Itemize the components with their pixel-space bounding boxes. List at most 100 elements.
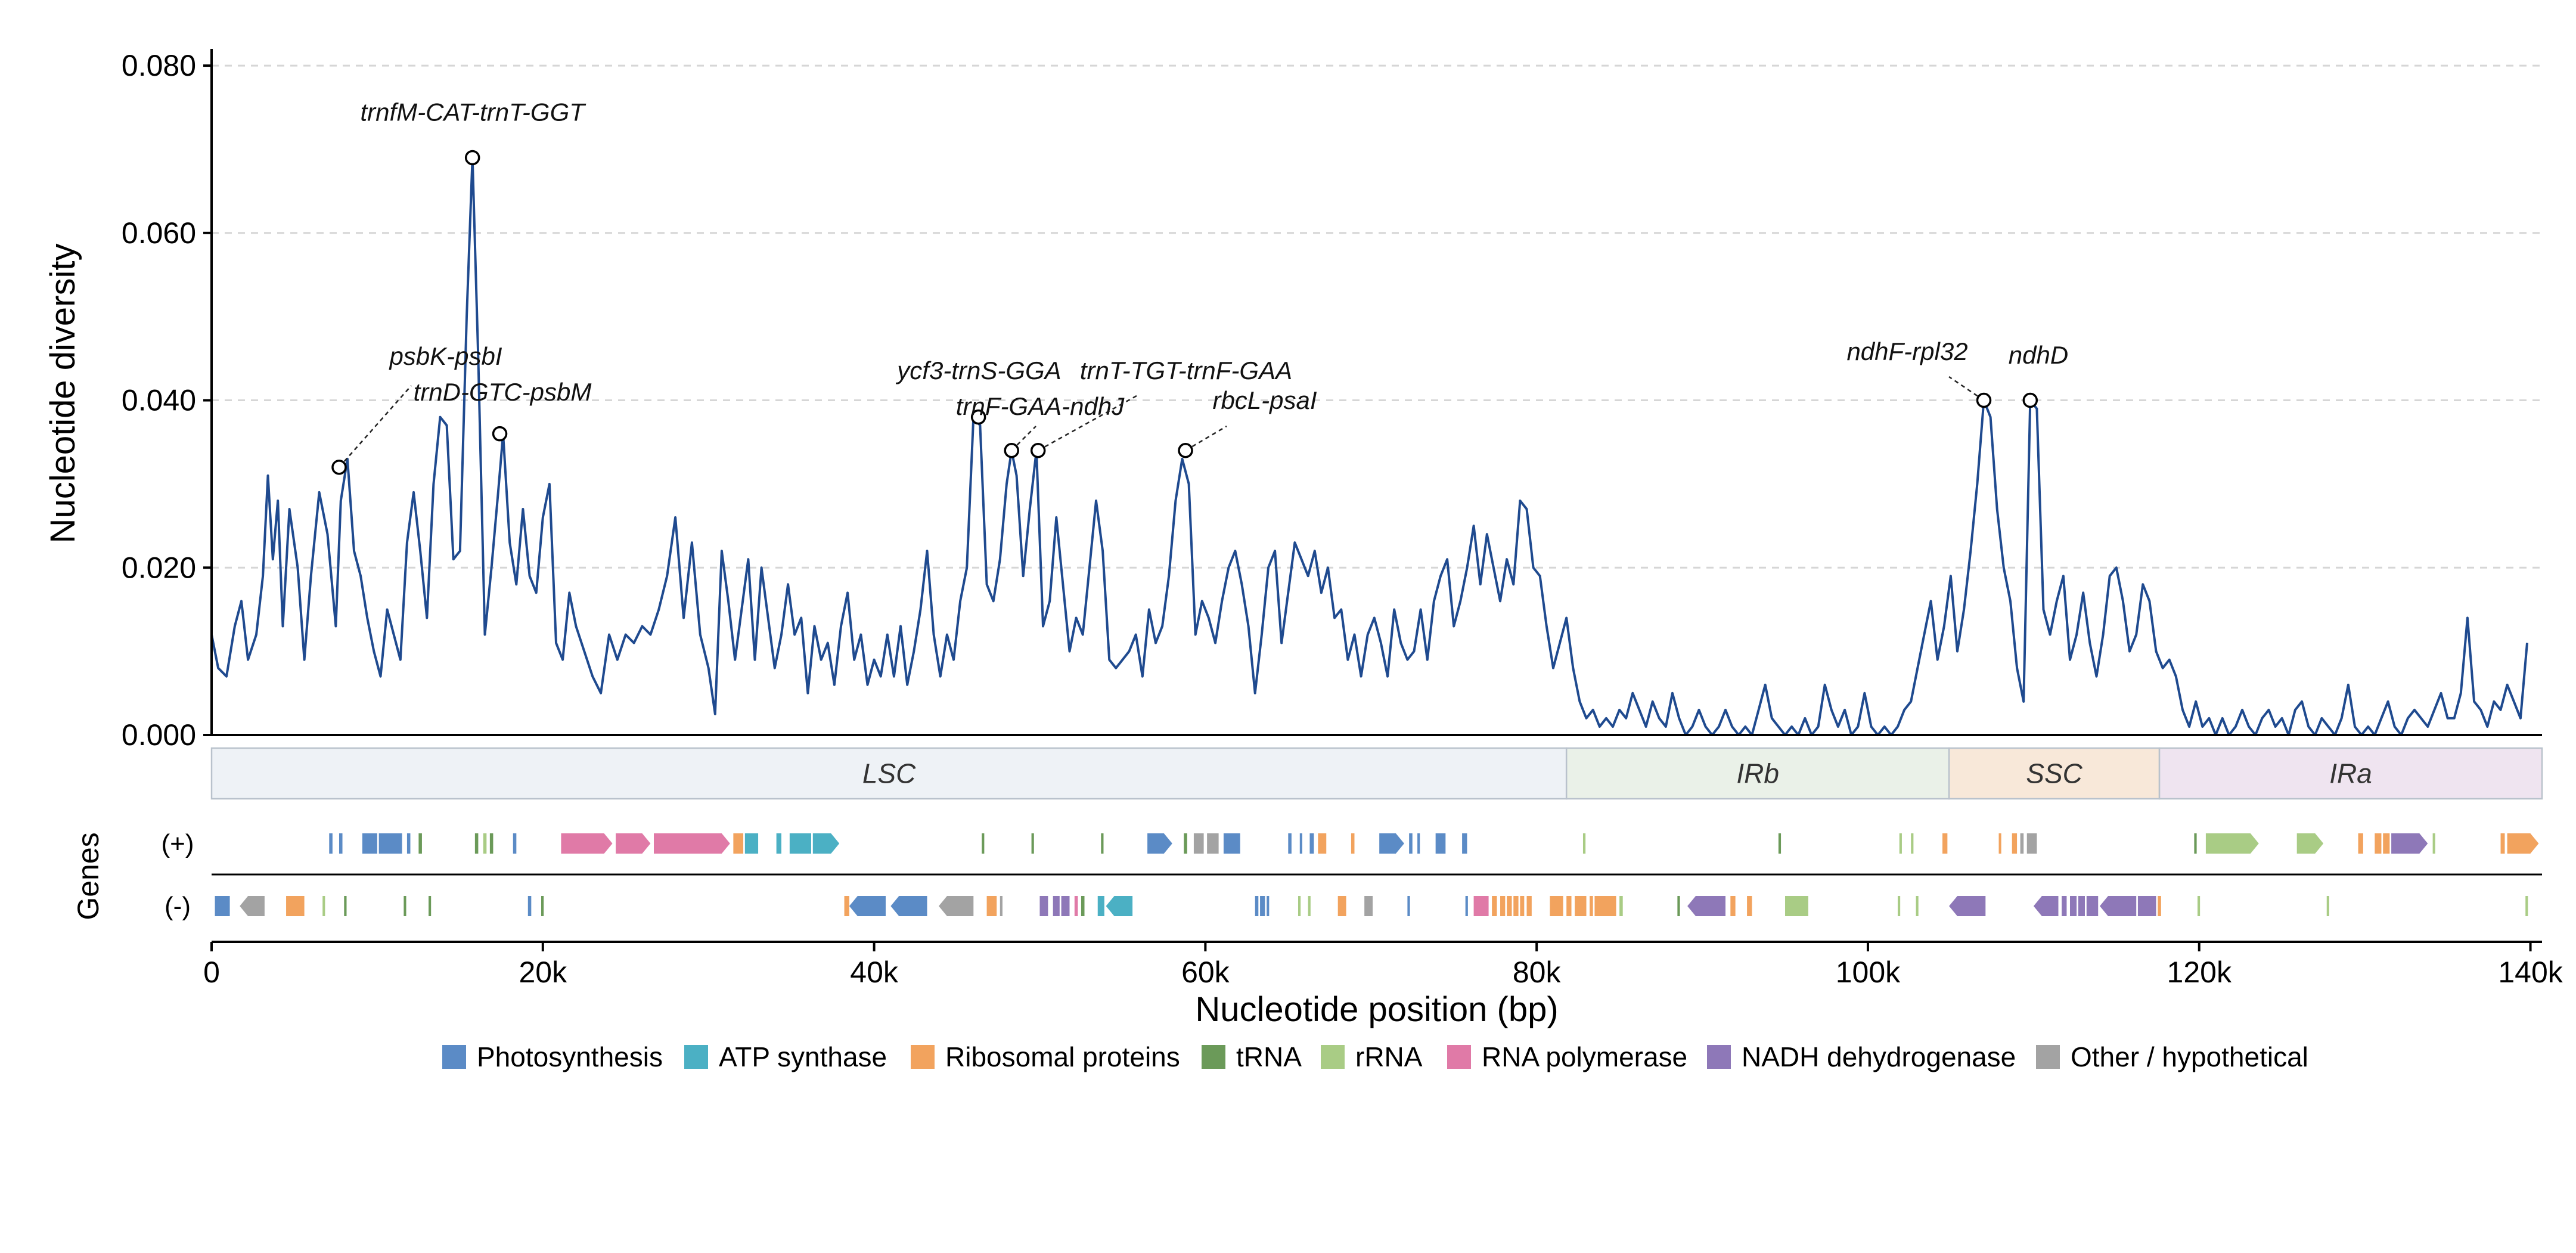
gene-minus	[1500, 896, 1506, 916]
gene-minus	[1039, 896, 1048, 916]
gene-minus	[1465, 896, 1468, 916]
gene-plus	[1309, 833, 1314, 854]
legend-label: rRNA	[1355, 1041, 1423, 1072]
x-tick-label: 20k	[519, 956, 567, 989]
gene-plus	[2383, 833, 2390, 854]
peak-marker	[1030, 443, 1046, 458]
gene-minus	[404, 896, 406, 916]
gene-plus	[1778, 833, 1782, 854]
gene-plus	[1318, 833, 1327, 854]
gene-minus	[890, 896, 927, 916]
peak-leader-line	[1011, 426, 1036, 451]
peak-marker	[1976, 392, 1992, 408]
gene-minus	[2086, 896, 2099, 916]
gene-plus	[2375, 833, 2382, 854]
y-tick-label: 0.020	[122, 551, 196, 584]
gene-plus	[2358, 833, 2363, 854]
x-axis-label: Nucleotide position (bp)	[1195, 990, 1558, 1029]
gene-minus	[1687, 896, 1725, 916]
genes-track-label: Genes	[72, 832, 105, 920]
peak-label: psbK-psbI	[388, 342, 502, 370]
gene-minus	[849, 896, 886, 916]
legend-swatch-rrna	[1321, 1045, 1345, 1069]
gene-plus	[2391, 833, 2428, 854]
y-tick-label: 0.060	[122, 216, 196, 250]
gene-minus	[527, 896, 532, 916]
region-label: SSC	[2026, 758, 2082, 789]
peak-marker	[492, 426, 508, 442]
peak-marker	[331, 460, 347, 475]
legend-swatch-ndh	[1707, 1045, 1731, 1069]
legend-swatch-other	[2036, 1045, 2060, 1069]
y-ticks: 0.000 0.020 0.040 0.060 0.080	[122, 49, 212, 752]
gene-plus	[2026, 833, 2037, 854]
gene-plus	[2500, 833, 2505, 854]
genome-regions: LSC IRb SSC IRa	[210, 747, 2543, 800]
legend-label: Photosynthesis	[477, 1041, 663, 1072]
x-tick-label: 100k	[1836, 956, 1901, 989]
gene-minus	[1053, 896, 1060, 916]
gene-plus	[982, 833, 985, 854]
peak-label: ndhD	[2009, 341, 2068, 369]
gene-plus	[1417, 833, 1420, 854]
gene-minus	[429, 896, 432, 916]
gene-plus	[513, 833, 517, 854]
peak-leader-line	[339, 385, 412, 468]
gene-minus	[1619, 896, 1623, 916]
gene-minus	[322, 896, 325, 916]
legend-label: RNA polymerase	[1482, 1041, 1687, 1072]
legend: Photosynthesis ATP synthase Ribosomal prot…	[442, 1041, 2308, 1072]
peak-label: trnD-GTC-psbM	[414, 378, 592, 406]
y-tick-label: 0.000	[122, 718, 196, 752]
gene-plus	[789, 833, 811, 854]
x-tick-label: 140k	[2498, 956, 2563, 989]
gene-plus	[1379, 833, 1404, 854]
peak-label: rbcL-psaI	[1212, 386, 1317, 414]
region-irb	[1565, 747, 1950, 800]
gene-minus	[1364, 896, 1373, 916]
gene-plus	[776, 833, 781, 854]
legend-label: Other / hypothetical	[2071, 1041, 2308, 1072]
gene-plus	[406, 833, 411, 854]
gene-minus	[1526, 896, 1532, 916]
peak-label: ycf3-trnS-GGA	[895, 356, 1061, 384]
gene-plus	[483, 833, 487, 854]
gene-plus	[561, 833, 613, 854]
gene-minus	[1677, 896, 1680, 916]
gene-minus	[1730, 896, 1736, 916]
gene-plus	[474, 833, 479, 854]
gene-plus	[1409, 833, 1413, 854]
peak-marker	[970, 409, 986, 425]
gene-plus	[1435, 833, 1446, 854]
peak-annotations: trnfM-CAT-trnT-GGT psbK-psbI trnD-GTC-psbM…	[331, 98, 2068, 475]
gene-plus	[2432, 833, 2435, 854]
gene-minus	[1074, 896, 1078, 916]
gene-minus	[1520, 896, 1525, 916]
gene-plus	[1193, 833, 1204, 854]
gene-minus	[1507, 896, 1512, 916]
gene-minus	[1061, 896, 1070, 916]
legend-swatch-trna	[1202, 1045, 1225, 1069]
gene-minus	[2326, 896, 2329, 916]
gene-plus	[1101, 833, 1104, 854]
x-tick-label: 60k	[1181, 956, 1230, 989]
peak-marker	[1178, 443, 1193, 458]
gene-plus	[744, 833, 759, 854]
x-tick-label: 80k	[1513, 956, 1562, 989]
legend-swatch-ribo	[911, 1045, 935, 1069]
gene-plus	[1031, 833, 1034, 854]
gene-minus	[1513, 896, 1519, 916]
gene-plus	[1582, 833, 1586, 854]
gene-minus	[939, 896, 974, 916]
gene-minus	[1337, 896, 1346, 916]
region-label: IRb	[1736, 758, 1779, 789]
diversity-line	[210, 156, 2528, 736]
region-ssc	[1948, 747, 2161, 800]
gene-minus	[1260, 896, 1265, 916]
gene-minus	[1575, 896, 1587, 916]
gene-plus	[2012, 833, 2018, 854]
gene-plus	[1899, 833, 1902, 854]
gene-minus	[1267, 896, 1270, 916]
gene-plus	[418, 833, 422, 854]
y-grid	[212, 64, 2542, 569]
